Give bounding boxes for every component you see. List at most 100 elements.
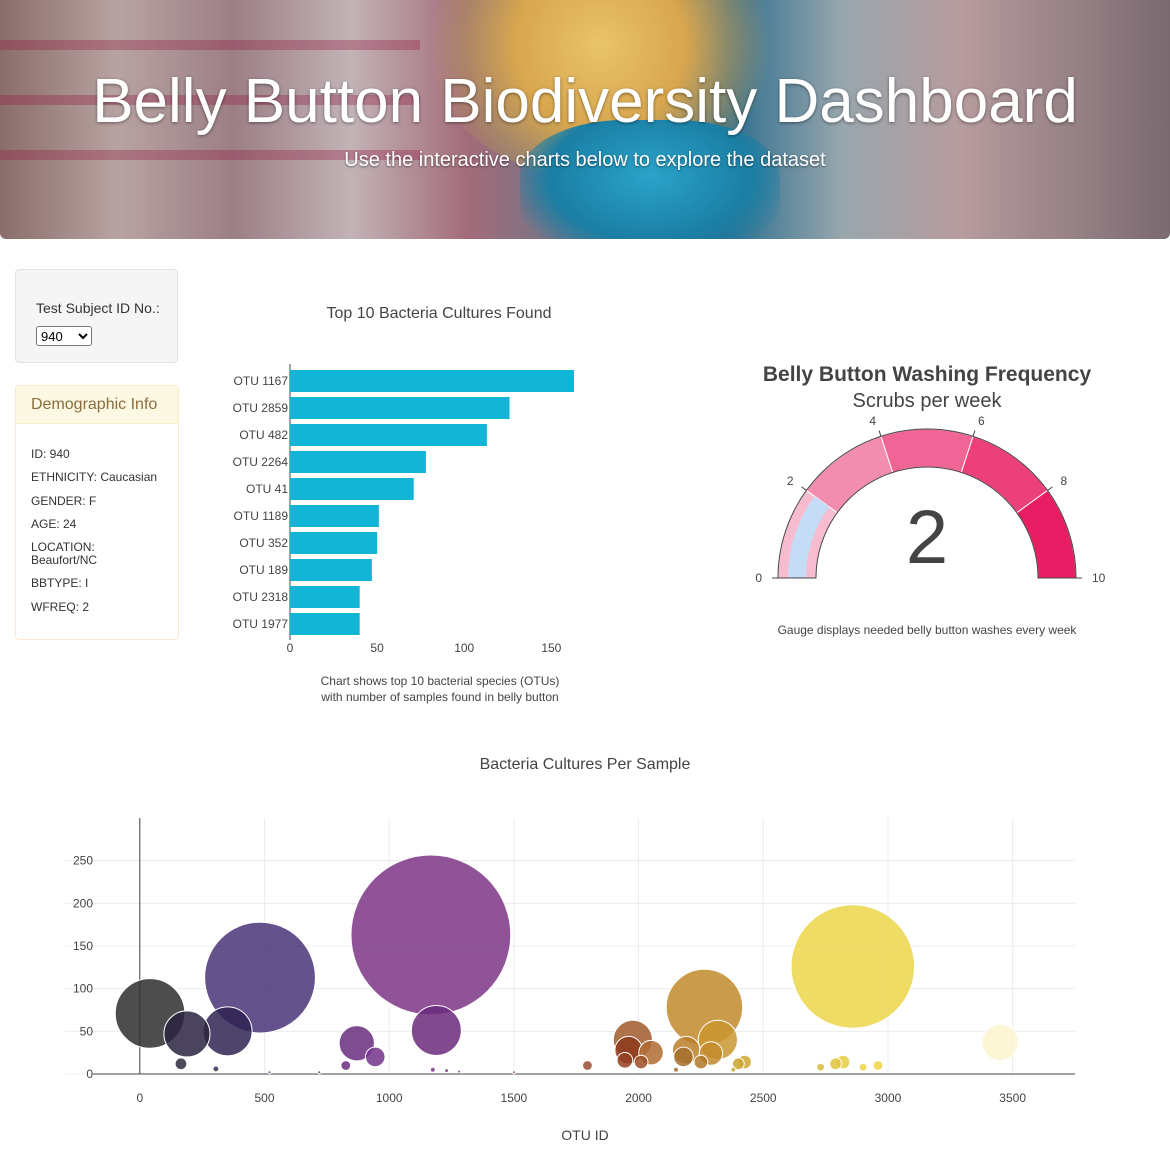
gauge-value-label: 2 [906,495,948,580]
bar-chart: Top 10 Bacteria Cultures Found OTU 1167 O… [233,305,574,704]
bar-chart-caption: Chart shows top 10 bacterial species (OT… [321,674,560,688]
bubble-point [616,1052,634,1069]
bubble-point [816,1062,826,1072]
demographic-row: ID: 940 [31,447,70,461]
gauge-subtitle: Scrubs per week [853,390,1003,412]
bubble-point [511,1070,516,1075]
banner-decoration [0,95,420,105]
glove-image [520,120,780,239]
bubble-point [410,1004,462,1056]
bubble-y-tick-label: 150 [73,939,93,953]
bubble-point [429,1066,436,1073]
demographic-row: LOCATION: [31,540,95,554]
bubble-point [673,1046,694,1068]
bubble-point [858,1062,868,1072]
bar-category-label: OTU 482 [239,428,288,442]
bubble-point [872,1060,884,1071]
bar [290,397,510,419]
gauge-title: Belly Button Washing Frequency [763,363,1092,386]
subject-selector-panel: Test Subject ID No.: 940 [15,269,178,363]
page-subtitle: Use the interactive charts below to expl… [344,149,826,171]
bubble-y-tick-label: 250 [73,854,93,868]
bar-category-label: OTU 352 [239,536,288,550]
bubble-x-tick-label: 1500 [501,1091,528,1105]
gauge-tick [972,430,976,437]
bubble-x-tick-label: 2000 [625,1091,652,1105]
banner-decoration [0,40,420,50]
bar [290,613,360,635]
bubble-point [829,1057,842,1071]
gauge-tick-label: 2 [787,474,794,488]
bar [290,586,360,608]
header-banner: Belly Button Biodiversity Dashboard Use … [0,0,1170,239]
bar-chart-caption: with number of samples found in belly bu… [320,690,558,704]
gauge-chart: Belly Button Washing Frequency Scrubs pe… [755,363,1106,637]
bubble-point [317,1070,322,1075]
bar-chart-title: Top 10 Bacteria Cultures Found [326,305,551,322]
bubble-x-tick-label: 2500 [750,1091,777,1105]
bar [290,370,574,392]
bar-category-label: OTU 41 [246,482,288,496]
gauge-tick-label: 6 [978,414,985,428]
bubble-point [350,854,512,1016]
subject-id-select[interactable]: 940 [36,326,92,346]
gauge-value-bar [788,496,830,578]
gauge-caption: Gauge displays needed belly button washe… [778,623,1078,637]
bubble-y-tick-label: 0 [86,1067,93,1081]
bubble-point [731,1057,745,1071]
bar-category-label: OTU 1977 [233,617,289,631]
bar-category-label: OTU 189 [239,563,288,577]
bar [290,451,426,473]
bubble-point [204,921,316,1034]
bubble-point [582,1060,593,1071]
gauge-tick-label: 4 [869,414,876,428]
bar [290,532,378,554]
page-title: Belly Button Biodiversity Dashboard [92,67,1078,136]
subject-selector-label: Test Subject ID No.: [36,300,160,316]
demographic-row: Beaufort/NC [31,553,98,567]
bubble-point [673,1066,679,1073]
gauge-outline [777,428,1077,579]
bubble-point [693,1054,709,1070]
bubble-point [633,1054,649,1070]
bar-x-tick-label: 50 [370,641,384,655]
bubble-x-tick-label: 0 [136,1091,143,1105]
bar-category-label: OTU 1189 [234,509,289,523]
demographic-row: BBTYPE: I [31,576,89,590]
bubble-point [338,1025,375,1062]
gauge-tick-label: 10 [1092,571,1106,585]
bubble-point [163,1010,211,1058]
bar [290,505,379,527]
gauge-band [880,428,974,474]
demographic-row: GENDER: F [31,494,97,508]
bubble-y-tick-label: 50 [80,1024,94,1038]
gauge-tick-label: 0 [755,571,762,585]
demographic-row: WFREQ: 2 [31,600,90,614]
bubble-y-tick-label: 200 [73,896,93,910]
bubble-chart: Bacteria Cultures Per Sample 0 500 1000 150… [65,756,1075,1143]
bubble-y-tick-label: 100 [73,982,93,996]
gauge-tick-label: 8 [1060,474,1067,488]
demographic-panel: Demographic Info ID: 940 ETHNICITY: Cauc… [15,385,179,640]
bubble-point [174,1057,188,1071]
bubble-x-tick-label: 3500 [999,1091,1026,1105]
bar-x-tick-label: 0 [287,641,294,655]
bar [290,424,487,446]
bubble-point [202,1006,253,1057]
bubble-point [340,1060,352,1071]
bubble-point [212,1065,220,1073]
bubble-point [790,904,916,1029]
bubble-point [267,1070,272,1075]
bubble-point [364,1046,386,1068]
bar [290,478,414,500]
bar-category-label: OTU 1167 [234,374,289,388]
demographic-row: AGE: 24 [31,517,77,531]
gauge-tick [801,486,807,491]
bubble-x-tick-label: 3000 [875,1091,902,1105]
bubble-x-axis-label: OTU ID [561,1127,608,1143]
bubble-x-tick-label: 500 [254,1091,274,1105]
gauge-tick [1047,486,1053,491]
bubble-point [457,1069,462,1074]
bubble-point [730,1066,737,1073]
bar-x-tick-label: 100 [454,641,474,655]
